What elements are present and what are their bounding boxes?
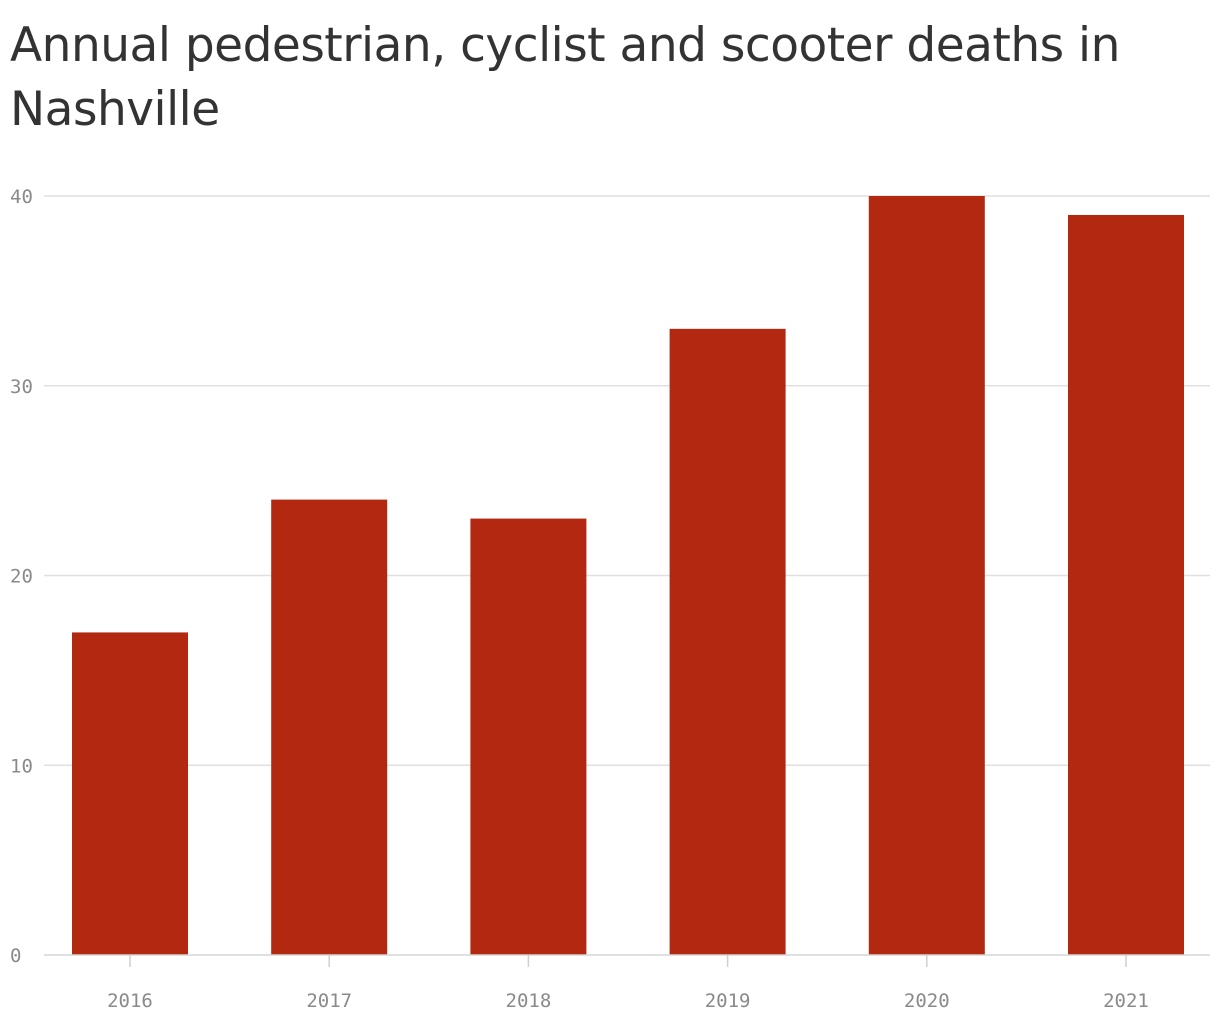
bar-2019 [669, 328, 786, 955]
chart-title: Annual pedestrian, cyclist and scooter d… [10, 18, 1120, 137]
x-tick-label: 2017 [306, 990, 352, 1012]
bar-2016 [72, 632, 188, 955]
y-tick-label: 0 [10, 945, 21, 967]
bar-2021 [1068, 214, 1184, 956]
x-tick-label: 2021 [1103, 990, 1149, 1012]
bar-2020 [868, 196, 985, 955]
x-tick-label: 2018 [506, 990, 552, 1012]
bar-2017 [271, 499, 388, 955]
y-tick-label: 10 [10, 755, 33, 777]
x-tick-label: 2020 [904, 990, 950, 1012]
y-tick-label: 20 [10, 566, 33, 588]
gridlines [44, 195, 1210, 766]
x-tick-label: 2016 [107, 990, 153, 1012]
x-tick-label: 2019 [705, 990, 751, 1012]
y-tick-label: 40 [10, 186, 33, 208]
y-tick-label: 30 [10, 376, 33, 398]
bar-2018 [470, 518, 587, 955]
tick-labels: 0 10 20 30 40 2016 2017 2018 2019 2020 2021 [10, 186, 1149, 1012]
x-axis [44, 954, 1210, 967]
bars [72, 196, 1184, 956]
